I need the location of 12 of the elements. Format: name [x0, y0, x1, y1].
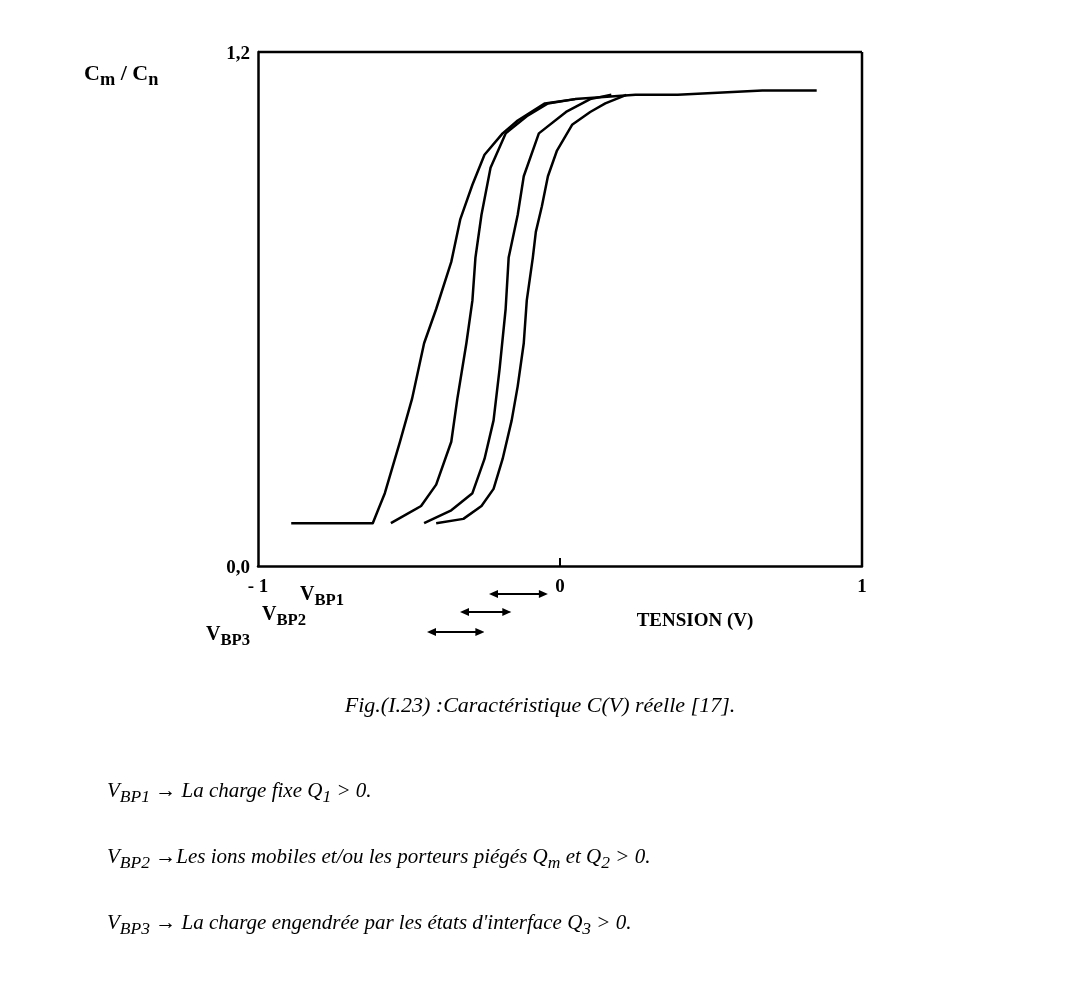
text: V$_{BP3}$ [206, 622, 251, 650]
x-tick-label: 1 [857, 575, 867, 596]
x-axis-title: TENSION (V) [636, 609, 754, 631]
y-tick-label: 1,2 [226, 41, 250, 63]
y-tick-label: 0,0 [226, 555, 250, 577]
text: V$_{BP3}$ → La charge engendrée par les états d'interface Q$_{3}$ > 0. [107, 910, 632, 940]
x-tick-label: 0 [555, 575, 565, 596]
text: Fig.(I.23) :Caractéristique C(V) réelle [17]. [343, 692, 737, 718]
text: V$_{BP1}$ → La charge fixe Q$_{1}$ > 0. [107, 778, 372, 808]
x-tick-label: - 1 [247, 575, 269, 596]
y-axis-title: C$_{m}$ / C$_{n}$ [84, 60, 159, 91]
text: V$_{BP2}$ →Les ions mobiles et/ou les porteurs piégés Q$_{m}$ et Q$_{2}$ > 0. [107, 844, 651, 874]
